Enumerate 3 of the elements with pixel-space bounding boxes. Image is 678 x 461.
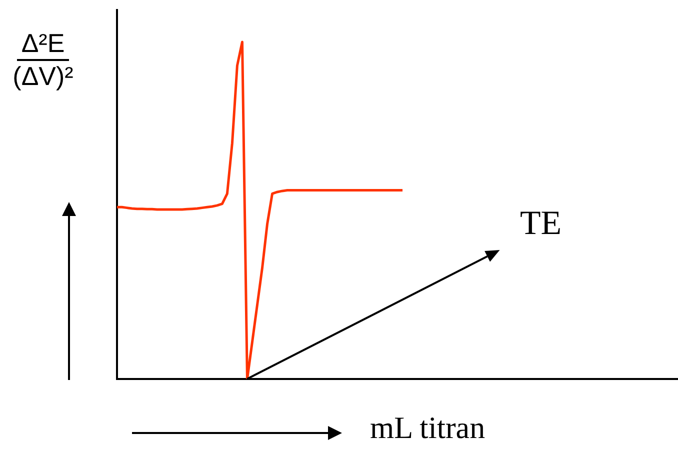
annotation: TE: [520, 205, 562, 243]
y-axis-title: Δ²E (ΔV)²: [12, 28, 74, 92]
x-axis-title: mL titran: [370, 410, 486, 446]
